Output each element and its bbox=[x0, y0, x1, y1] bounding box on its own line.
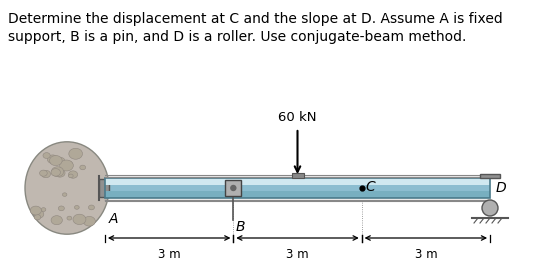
Ellipse shape bbox=[68, 174, 73, 178]
Ellipse shape bbox=[83, 216, 95, 226]
Text: B: B bbox=[235, 220, 245, 234]
Text: support, B is a pin, and D is a roller. Use conjugate-beam method.: support, B is a pin, and D is a roller. … bbox=[8, 30, 466, 44]
Ellipse shape bbox=[56, 157, 65, 165]
Ellipse shape bbox=[60, 160, 73, 171]
Ellipse shape bbox=[43, 153, 50, 158]
Circle shape bbox=[482, 200, 498, 216]
Bar bbox=[105, 178, 490, 198]
Ellipse shape bbox=[67, 161, 72, 166]
Ellipse shape bbox=[52, 167, 63, 177]
Ellipse shape bbox=[67, 216, 72, 220]
Ellipse shape bbox=[47, 155, 58, 164]
Ellipse shape bbox=[34, 210, 44, 218]
Text: C: C bbox=[366, 180, 376, 194]
Ellipse shape bbox=[25, 142, 109, 234]
Bar bbox=[225, 180, 242, 196]
Bar bbox=[105, 178, 490, 198]
Bar bbox=[480, 174, 500, 178]
Ellipse shape bbox=[74, 206, 79, 209]
Ellipse shape bbox=[73, 214, 86, 225]
Ellipse shape bbox=[41, 208, 46, 211]
Ellipse shape bbox=[55, 169, 65, 177]
Ellipse shape bbox=[49, 155, 62, 166]
Ellipse shape bbox=[62, 193, 67, 196]
Bar bbox=[105, 178, 490, 185]
Ellipse shape bbox=[68, 171, 77, 178]
Text: 3 m: 3 m bbox=[414, 248, 437, 261]
Ellipse shape bbox=[51, 169, 60, 176]
Ellipse shape bbox=[40, 170, 47, 176]
Bar bbox=[105, 191, 490, 198]
Ellipse shape bbox=[58, 206, 65, 211]
Ellipse shape bbox=[88, 205, 95, 210]
Ellipse shape bbox=[34, 214, 41, 220]
Circle shape bbox=[231, 186, 236, 190]
Text: 60 kN: 60 kN bbox=[278, 111, 317, 124]
Text: 3 m: 3 m bbox=[158, 248, 180, 261]
Text: D: D bbox=[496, 181, 507, 195]
Ellipse shape bbox=[69, 148, 82, 159]
Ellipse shape bbox=[68, 163, 72, 166]
Ellipse shape bbox=[30, 206, 41, 215]
Bar bbox=[99, 179, 109, 197]
Text: A: A bbox=[109, 212, 118, 226]
Ellipse shape bbox=[41, 170, 51, 178]
Bar bbox=[292, 173, 303, 178]
Ellipse shape bbox=[80, 165, 86, 170]
Text: 3 m: 3 m bbox=[286, 248, 309, 261]
Ellipse shape bbox=[51, 216, 62, 225]
Text: Determine the displacement at C and the slope at D. Assume A is fixed: Determine the displacement at C and the … bbox=[8, 12, 502, 26]
